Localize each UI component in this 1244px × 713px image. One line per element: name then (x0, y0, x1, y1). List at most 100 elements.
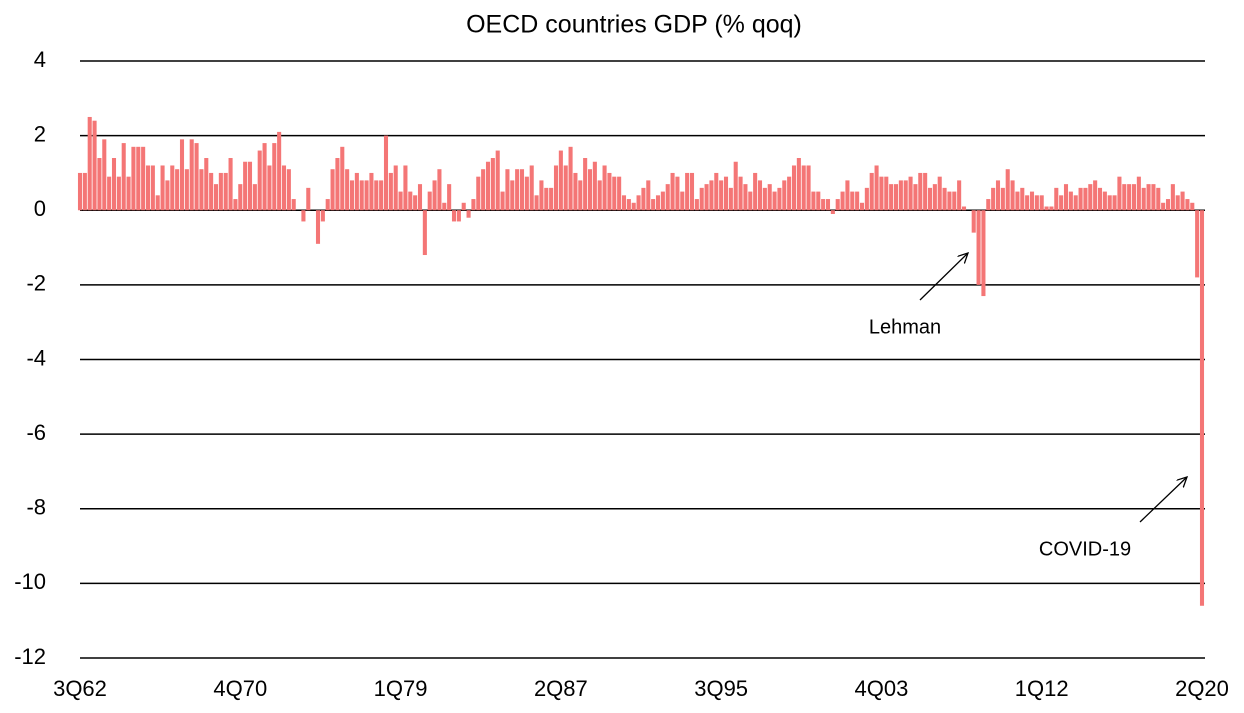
bar (738, 176, 743, 211)
bar (675, 176, 680, 211)
bar (252, 184, 257, 211)
bar (325, 199, 330, 211)
bar (762, 187, 767, 211)
bar (1136, 176, 1141, 211)
bar (553, 165, 559, 211)
bar (398, 191, 403, 211)
y-tick-label: -12 (14, 644, 46, 669)
bar (1190, 202, 1195, 211)
bar (704, 184, 709, 211)
bar (563, 165, 568, 211)
bar (184, 169, 189, 211)
bar (655, 195, 661, 211)
bar (485, 161, 491, 211)
bar (1175, 195, 1180, 211)
bar (213, 184, 219, 211)
bar (685, 172, 690, 211)
bar (651, 199, 656, 211)
bar (636, 195, 641, 211)
bar (340, 146, 345, 211)
bar (772, 191, 777, 211)
bar (87, 116, 92, 211)
arrow (1139, 477, 1187, 523)
bar (243, 161, 248, 211)
annotation: COVID-19 (1039, 538, 1131, 560)
bar (301, 210, 306, 222)
bar (354, 172, 359, 211)
bar (223, 172, 228, 211)
bar (1088, 184, 1093, 211)
bar (1015, 191, 1020, 211)
bar (291, 199, 296, 211)
bar (1029, 191, 1035, 211)
bar (1170, 184, 1175, 211)
bar (1122, 184, 1127, 211)
bar (218, 172, 223, 211)
bar (456, 210, 461, 222)
bar (1141, 187, 1146, 211)
bar (286, 169, 291, 211)
bar (1185, 199, 1190, 211)
bar (427, 191, 432, 211)
bar (495, 150, 500, 211)
bar (1127, 184, 1132, 211)
bar (150, 165, 155, 211)
bar (349, 180, 355, 211)
bar (170, 165, 175, 211)
bar (189, 139, 194, 211)
bar (1093, 180, 1098, 211)
bar (330, 169, 335, 211)
bar (1034, 195, 1039, 211)
bar (116, 176, 121, 211)
bar (179, 139, 185, 211)
bar (1063, 184, 1069, 211)
bar (743, 184, 748, 211)
bar (728, 187, 733, 211)
bar (1049, 206, 1054, 211)
y-tick-label: -4 (26, 345, 46, 370)
bar (689, 172, 695, 211)
bar (641, 187, 646, 211)
bar (102, 139, 107, 211)
bar (315, 210, 321, 244)
x-tick-label: 4Q70 (213, 676, 267, 701)
bar (782, 180, 787, 211)
bar (1059, 195, 1064, 211)
bar (1199, 210, 1205, 606)
bar (500, 191, 505, 211)
bar (524, 176, 529, 211)
bar (1054, 187, 1059, 211)
bar (92, 120, 97, 211)
bar (893, 184, 899, 211)
bar (825, 199, 831, 211)
bar (422, 210, 427, 256)
bar (345, 169, 350, 211)
bar (1112, 195, 1117, 211)
bar (602, 165, 607, 211)
bar (578, 180, 583, 211)
bar (1151, 184, 1156, 211)
bar (262, 143, 267, 211)
bar (709, 180, 714, 211)
bar (879, 176, 884, 211)
bar (1161, 202, 1166, 211)
bar (1044, 206, 1049, 211)
bar (1102, 191, 1107, 211)
bar (680, 191, 685, 211)
bar (957, 180, 962, 211)
bar (209, 172, 214, 211)
bar (995, 180, 1001, 211)
bar (986, 199, 991, 211)
bar (544, 187, 549, 211)
x-tick-label: 2Q87 (534, 676, 588, 701)
bar (549, 187, 554, 211)
bar (1107, 195, 1112, 211)
bar (461, 202, 466, 211)
bar (991, 187, 996, 211)
bar (787, 176, 792, 211)
bar (835, 199, 840, 211)
bar (874, 165, 879, 211)
bar (257, 150, 262, 211)
y-tick-label: 4 (34, 47, 46, 72)
bar (432, 180, 437, 211)
